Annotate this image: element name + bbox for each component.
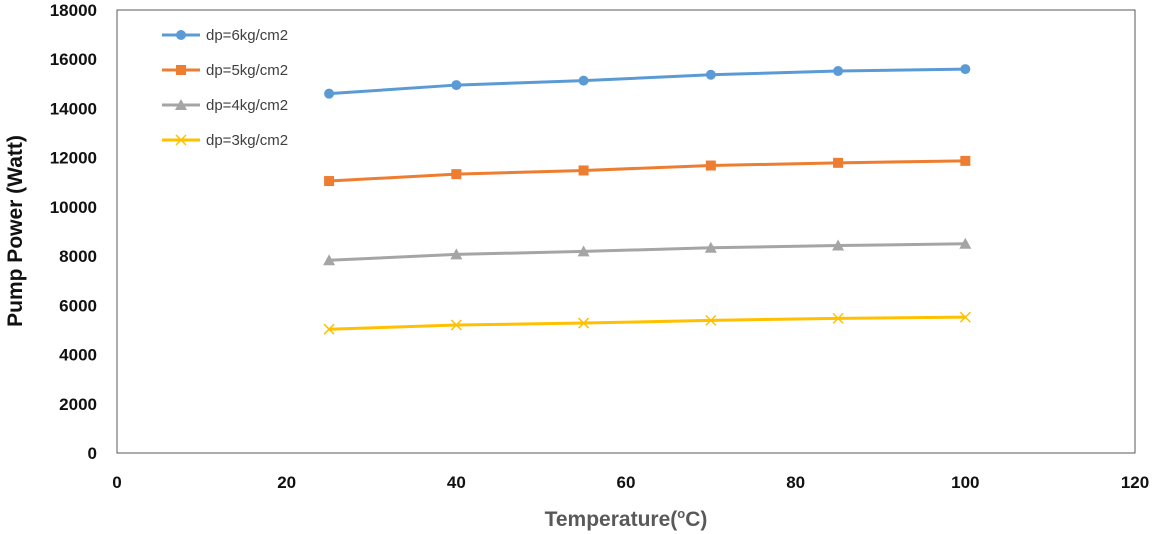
x-tick-label: 120	[1121, 473, 1149, 492]
y-axis-ticks: 0 2000 4000 6000 8000 10000 12000 14000 16000 180…	[50, 1, 97, 463]
x-tick-label: 60	[617, 473, 636, 492]
legend-item: dp=5kg/cm2	[162, 62, 288, 79]
data-point	[832, 312, 844, 324]
legend-item: dp=3kg/cm2	[162, 132, 288, 149]
y-tick-label: 18000	[50, 1, 97, 20]
y-tick-label: 4000	[59, 346, 97, 365]
series-2	[324, 155, 971, 187]
data-point	[323, 323, 335, 335]
data-point	[705, 160, 716, 171]
y-tick-label: 12000	[50, 149, 97, 168]
data-point	[450, 248, 463, 260]
x-axis-label-end: C)	[685, 508, 707, 531]
legend-label: dp=4kg/cm2	[206, 97, 288, 114]
data-point	[959, 237, 972, 249]
data-point	[577, 245, 590, 257]
series-line	[329, 315, 966, 331]
data-point	[451, 80, 462, 91]
legend-marker	[175, 99, 187, 110]
data-point	[833, 157, 844, 168]
data-point	[704, 241, 717, 253]
x-tick-label: 0	[112, 473, 121, 492]
series-1	[324, 64, 971, 99]
legend-label: dp=3kg/cm2	[206, 132, 288, 149]
legend-marker	[175, 134, 187, 146]
x-axis-label: Temperature(oC)	[545, 506, 708, 531]
data-point	[450, 319, 462, 331]
series-line	[329, 242, 966, 262]
data-point	[705, 314, 717, 326]
data-point	[833, 66, 844, 77]
data-point	[578, 317, 590, 329]
y-axis-label: Pump Power (Watt)	[4, 135, 27, 327]
series-line	[328, 67, 966, 96]
x-tick-label: 100	[951, 473, 979, 492]
y-tick-label: 16000	[50, 50, 97, 69]
x-tick-label: 80	[786, 473, 805, 492]
series-layer	[323, 64, 972, 335]
series-line	[329, 159, 966, 183]
series-4	[323, 311, 971, 335]
legend-item: dp=4kg/cm2	[162, 97, 288, 114]
plot-area	[116, 9, 1136, 454]
data-point	[705, 69, 716, 80]
data-point	[959, 311, 971, 323]
legend-marker	[176, 65, 186, 75]
x-axis-ticks: 0 20 40 60 80 100 120	[112, 473, 1149, 492]
data-point	[451, 169, 462, 180]
data-point	[324, 176, 335, 187]
legend-marker	[176, 30, 186, 40]
x-axis-label-main: Temperature(	[545, 508, 678, 531]
data-point	[832, 239, 845, 251]
x-tick-label: 40	[447, 473, 466, 492]
legend-item: dp=6kg/cm2	[162, 27, 288, 44]
y-tick-label: 14000	[50, 99, 97, 118]
x-tick-label: 20	[277, 473, 296, 492]
y-tick-label: 0	[88, 444, 97, 463]
legend-label: dp=6kg/cm2	[206, 27, 288, 44]
data-point	[578, 75, 589, 86]
y-tick-label: 6000	[59, 296, 97, 315]
series-3	[323, 237, 972, 266]
y-tick-label: 8000	[59, 247, 97, 266]
data-point	[324, 88, 335, 99]
data-point	[960, 155, 971, 166]
y-tick-label: 10000	[50, 198, 97, 217]
y-tick-label: 2000	[59, 395, 97, 414]
data-point	[960, 64, 971, 75]
x-axis-label-sup: o	[677, 506, 685, 521]
data-point	[323, 254, 336, 266]
data-point	[578, 165, 589, 176]
legend: dp=6kg/cm2 dp=5kg/cm2 dp=4kg/cm2 dp=3kg/cm2	[162, 27, 288, 149]
legend-label: dp=5kg/cm2	[206, 62, 288, 79]
